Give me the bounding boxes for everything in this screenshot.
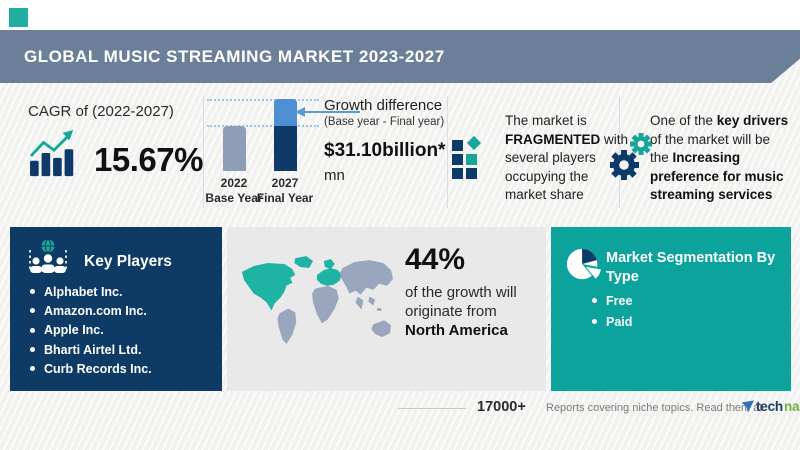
fragmented-text: The market is FRAGMENTED with several pl…	[505, 112, 631, 205]
fragmented-line1: The market is	[505, 113, 587, 128]
logo-text-tech: tech	[756, 399, 783, 414]
fragmented-highlight: FRAGMENTED	[505, 131, 601, 147]
people-globe-icon	[29, 239, 67, 273]
divider-3	[619, 96, 620, 208]
bar-2027-growth-segment	[274, 99, 297, 126]
bullet-icon	[30, 366, 35, 372]
fragmented-line5: the market share	[505, 168, 589, 203]
segmentation-list: Free Paid	[592, 290, 632, 332]
key-player-2: Apple Inc.	[44, 323, 104, 338]
bar-year-2022: 2022	[220, 176, 248, 190]
cagr-value: 15.67%	[94, 141, 203, 178]
double-gear-icon	[610, 133, 652, 180]
drivers-line1a: One of the	[650, 113, 717, 128]
bar-label-2022: 2022 Base Year	[198, 176, 270, 206]
bar-label-2027: 2027 Final Year	[249, 176, 321, 206]
divider-2	[447, 96, 448, 208]
drivers-line5: streaming services	[650, 187, 773, 202]
bar-chart-trend-up-icon	[29, 130, 74, 177]
cagr-block: 15.67%	[28, 130, 203, 178]
growth-difference-subtitle: (Base year - Final year)	[324, 116, 445, 128]
guide-line-base-year	[207, 125, 319, 127]
bar-2022	[223, 126, 246, 171]
growth-difference-title: Growth difference	[324, 97, 443, 114]
fragmented-line4: players occupying	[505, 150, 596, 184]
divider-1	[203, 96, 204, 208]
fragmented-line3: with several	[505, 131, 629, 166]
list-item: Bharti Airtel Ltd.	[30, 340, 152, 359]
header-bar: GLOBAL MUSIC STREAMING MARKET 2023-2027	[0, 30, 800, 83]
bar-caption-2022: Base Year	[205, 191, 263, 205]
key-players-box	[10, 227, 222, 391]
key-drivers-text: One of the key drivers of the market wil…	[650, 112, 792, 205]
list-item: Amazon.com Inc.	[30, 301, 152, 320]
drivers-line3: Increasing	[672, 150, 741, 165]
segment-1: Paid	[606, 314, 633, 329]
segment-0: Free	[606, 293, 633, 308]
segmentation-title: Market Segmentation By Type	[606, 250, 776, 285]
mosaic-squares-icon	[452, 135, 498, 180]
list-item: Free	[592, 290, 632, 311]
drivers-line1b: key drivers	[716, 113, 789, 128]
bullet-icon	[30, 347, 35, 353]
bullet-icon	[30, 327, 35, 333]
key-players-title: Key Players	[84, 253, 172, 270]
bullet-icon	[592, 298, 597, 303]
pie-chart-icon	[566, 248, 601, 280]
key-player-3: Bharti Airtel Ltd.	[44, 342, 142, 357]
key-player-0: Alphabet Inc.	[44, 284, 123, 299]
footer-report-count: 17000+	[477, 399, 526, 415]
technavio-logo[interactable]: technavio	[741, 399, 800, 414]
world-map-icon	[241, 256, 394, 344]
bullet-icon	[30, 308, 35, 314]
footer-rule	[398, 408, 466, 409]
page-title: GLOBAL MUSIC STREAMING MARKET 2023-2027	[24, 46, 445, 66]
growth-arrow-head-icon	[295, 107, 305, 117]
key-player-1: Amazon.com Inc.	[44, 303, 147, 318]
key-player-4: Curb Records Inc.	[44, 361, 152, 376]
brand-corner-square	[9, 8, 28, 27]
guide-line-final-year	[207, 99, 319, 101]
bullet-icon	[30, 289, 35, 295]
growth-difference-amount: $31.10billion*	[324, 140, 446, 161]
key-players-list: Alphabet Inc. Amazon.com Inc. Apple Inc.…	[30, 282, 152, 378]
list-item: Alphabet Inc.	[30, 282, 152, 301]
bar-2027-base-segment	[274, 126, 297, 171]
regional-growth-box	[227, 227, 546, 391]
list-item: Paid	[592, 311, 632, 332]
drivers-line2: of the market will be the	[650, 131, 771, 166]
bullet-icon	[592, 319, 597, 324]
list-item: Curb Records Inc.	[30, 359, 152, 378]
bar-year-2027: 2027	[271, 176, 299, 190]
logo-text-navio: navio	[783, 399, 800, 414]
footer-text: Reports covering niche topics. Read them…	[546, 402, 763, 414]
paper-plane-arrow-icon	[741, 400, 754, 412]
regional-region: North America	[405, 322, 508, 339]
regional-line2: originate from	[405, 303, 497, 320]
regional-percent: 44%	[405, 243, 466, 276]
drivers-line4: preference for music	[650, 168, 784, 184]
growth-arrow-line	[304, 111, 360, 113]
cagr-label: CAGR of (2022-2027)	[28, 103, 174, 120]
regional-line1: of the growth will	[405, 284, 517, 301]
list-item: Apple Inc.	[30, 321, 152, 340]
growth-difference-unit: mn	[324, 167, 345, 184]
bar-caption-2027: Final Year	[256, 191, 314, 205]
